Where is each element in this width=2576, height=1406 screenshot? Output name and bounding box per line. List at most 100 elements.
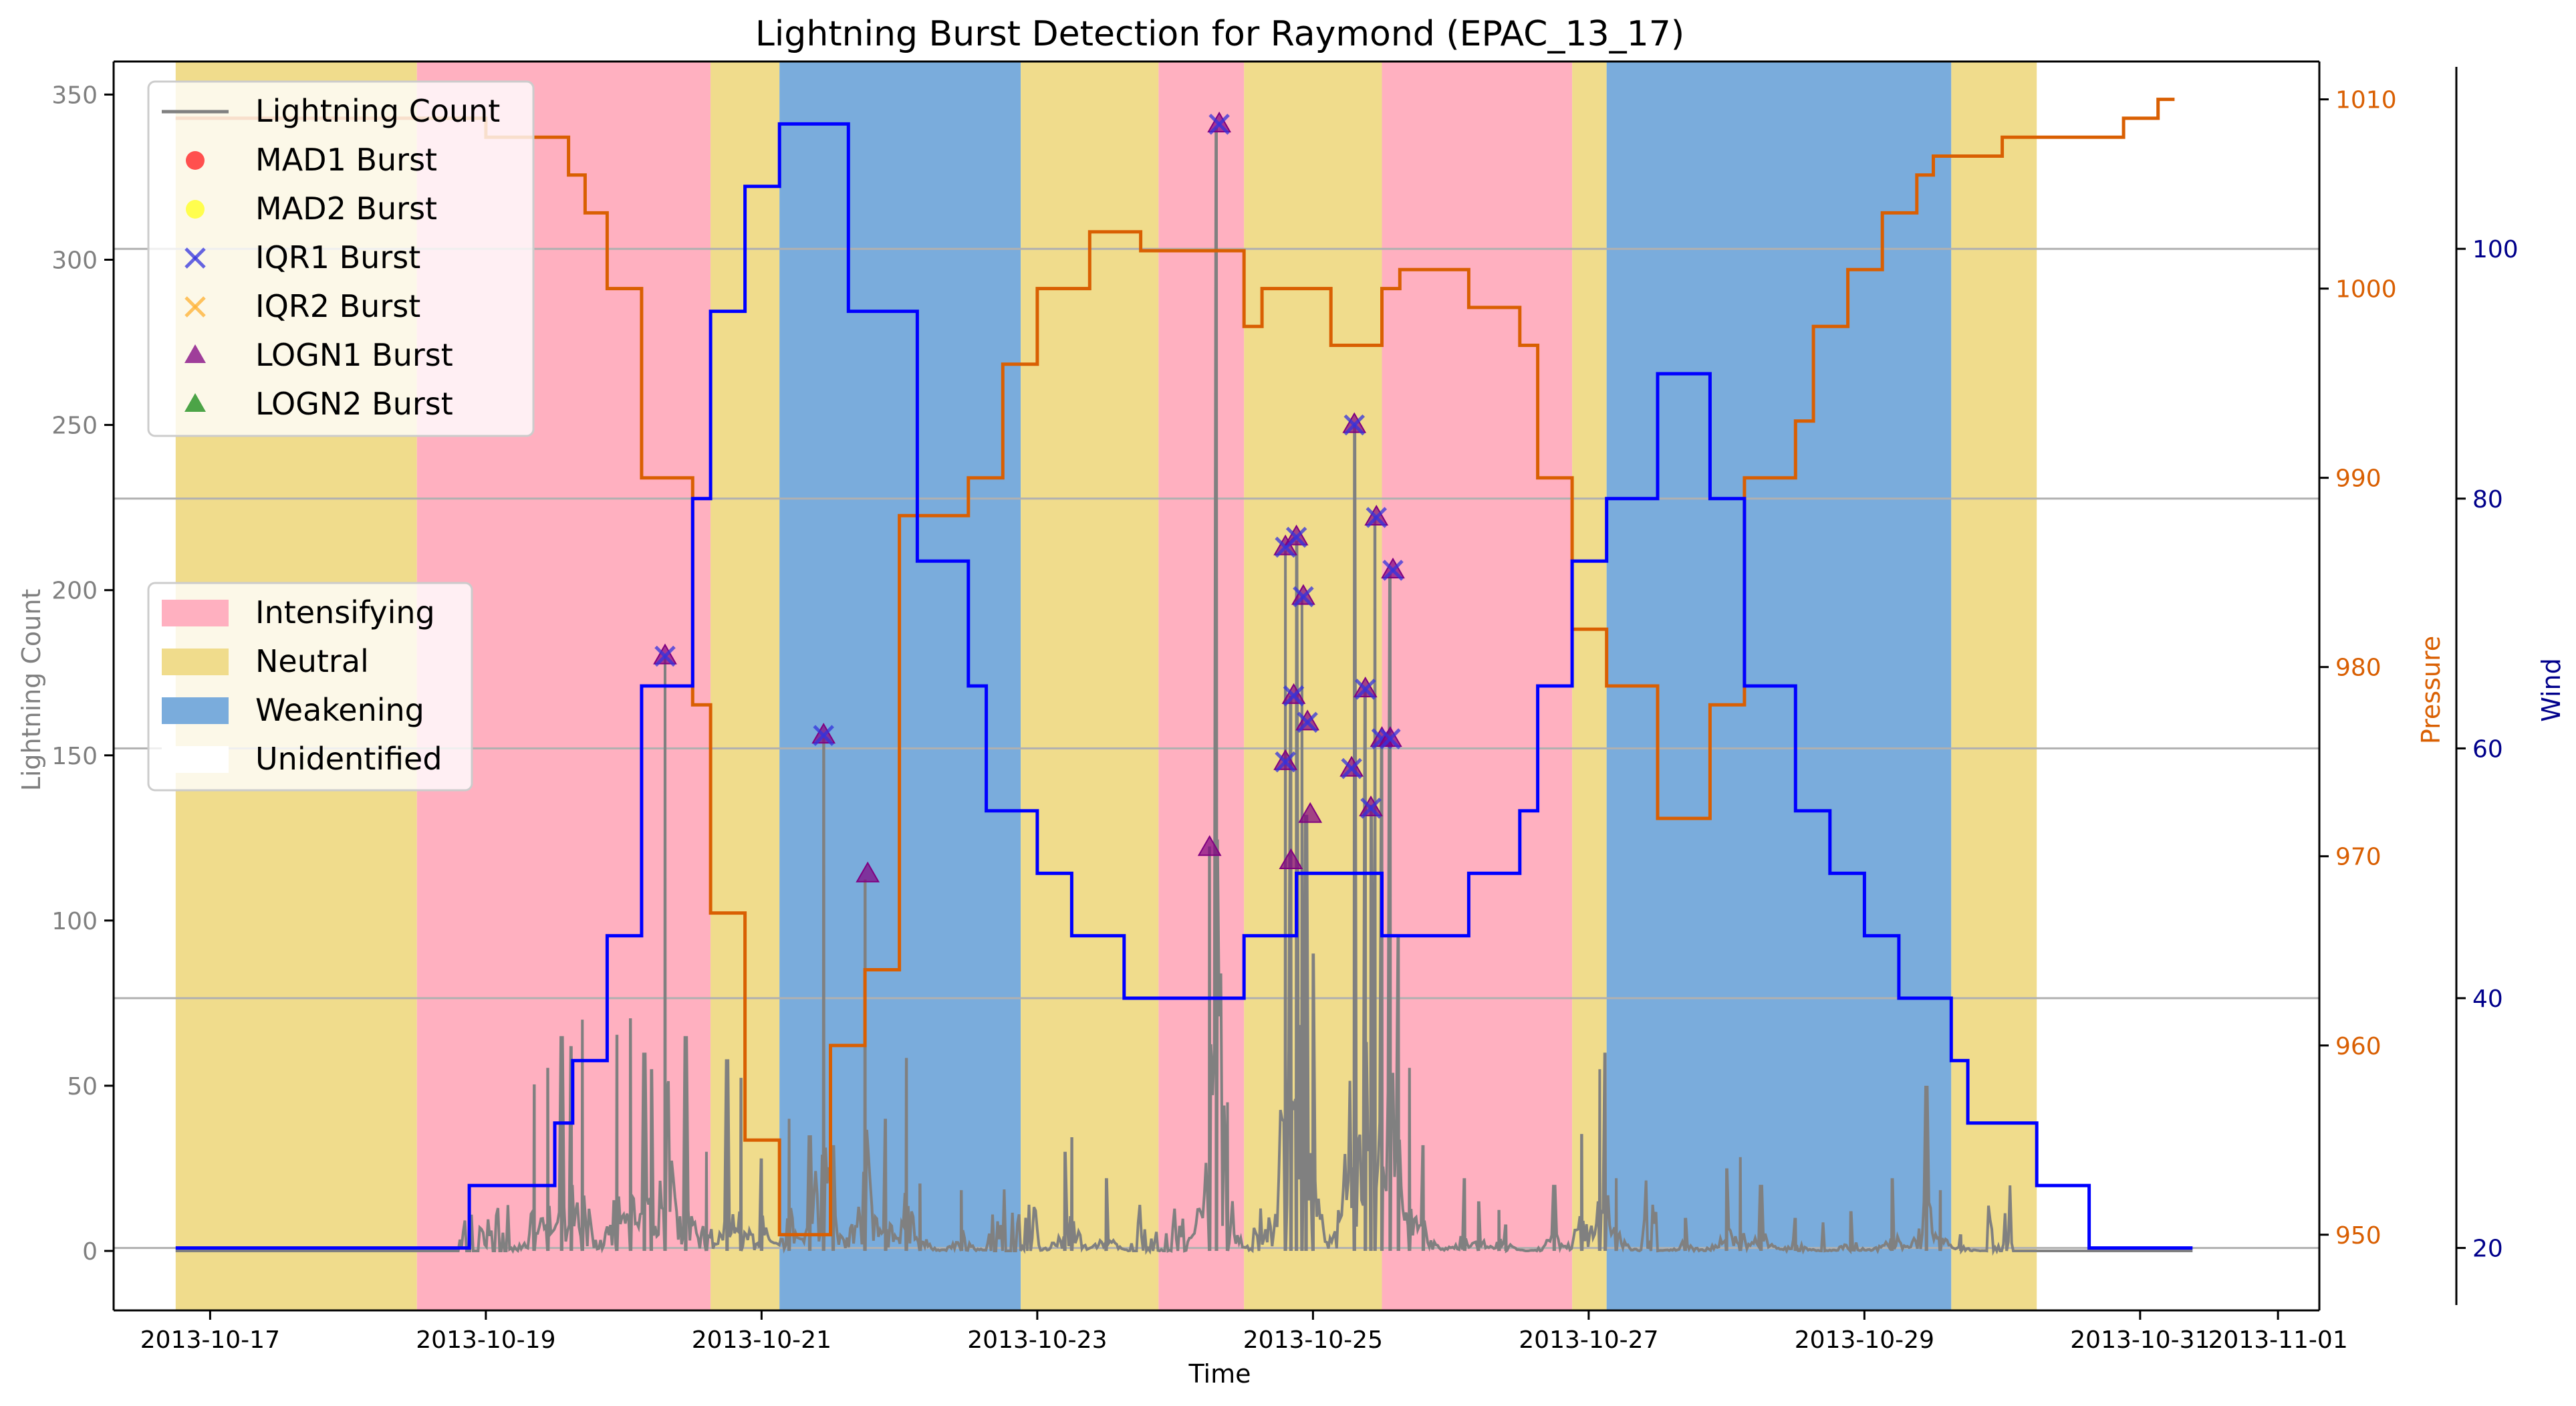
wind-line [175, 122, 2193, 1250]
iqr1-burst-marker [1208, 114, 1230, 135]
series-legend-label: LOGN2 Burst [255, 386, 453, 422]
chart-title: Lightning Burst Detection for Raymond (E… [755, 14, 1684, 54]
pressure-series [175, 98, 2175, 1237]
left-tick-label: 250 [51, 413, 98, 440]
iqr1-burst-marker [1380, 728, 1401, 749]
legend-dot-marker [186, 151, 205, 170]
phase-legend-label: Weakening [255, 692, 424, 728]
x-tick-label: 2013-10-29 [1795, 1326, 1934, 1354]
iqr1-burst-marker-stroke-b [1380, 728, 1401, 749]
pressure-tick-label: 950 [2335, 1222, 2381, 1250]
left-axis-label: Lightning Count [17, 589, 46, 792]
phase-legend-box [147, 582, 473, 792]
x-axis-label: Time [1188, 1359, 1251, 1389]
phase-legend-swatch [162, 600, 229, 626]
iqr1-burst-marker-stroke-b [1382, 560, 1404, 581]
iqr1-burst-marker [1343, 414, 1366, 436]
iqr1-burst-marker [1382, 560, 1404, 581]
pressure-tick-label: 960 [2335, 1033, 2381, 1060]
x-tick-label: 2013-10-31 [2070, 1326, 2210, 1354]
wind-axis-label: Wind [2537, 658, 2566, 722]
iqr1-burst-marker-stroke-b [654, 645, 676, 667]
left-tick-label: 300 [51, 247, 98, 275]
iqr1-burst-marker-stroke-b [1343, 414, 1366, 436]
lightning-count-line [175, 127, 2193, 1256]
pressure-tick-label: 1010 [2335, 87, 2397, 114]
iqr1-burst-marker [1341, 757, 1362, 780]
iqr1-burst-marker-stroke-b [1285, 526, 1307, 548]
left-tick-label: 100 [51, 908, 98, 935]
phase-legend-swatch [162, 649, 229, 675]
logn1-burst-marker [1279, 848, 1303, 869]
axes: 2013-10-17 2013-10-19 2013-10-21 2013-10-23… [51, 60, 2519, 1354]
pressure-axis-label: Pressure [2416, 636, 2446, 744]
iqr1-burst-marker-stroke-b [1293, 586, 1314, 608]
iqr1-burst-marker [654, 645, 676, 667]
series-legend: Lightning Count MAD1 Burst MAD2 Burst IQR1 … [147, 80, 535, 437]
iqr1-burst-marker-stroke-b [1354, 679, 1376, 700]
phase-band-neutral [1951, 62, 2037, 1310]
phase-legend-label: Neutral [255, 643, 369, 679]
series-legend-label: LOGN1 Burst [255, 337, 453, 373]
iqr1-burst-marker [1354, 679, 1376, 700]
phase-legend-label: Unidentified [255, 741, 442, 777]
legend-x-marker-stroke-b [184, 296, 206, 318]
legend-x-marker-stroke-b [184, 247, 206, 269]
x-tick-label: 2013-10-27 [1519, 1326, 1658, 1354]
legend-dot-marker [186, 200, 205, 219]
iqr1-burst-marker [1297, 711, 1318, 733]
legend-triangle-marker [184, 393, 206, 412]
burst-markers [653, 111, 1405, 883]
lightning-series [175, 127, 2193, 1256]
legend-x-marker [184, 247, 206, 269]
iqr1-burst-marker [813, 725, 834, 746]
pressure-tick-label: 990 [2335, 465, 2381, 493]
iqr1-burst-marker [1293, 586, 1314, 608]
logn1-burst-marker [1197, 835, 1222, 856]
left-tick-label: 0 [82, 1238, 98, 1266]
wind-tick-label: 20 [2472, 1236, 2503, 1263]
phase-legend-swatch [162, 746, 229, 773]
iqr1-burst-marker [1366, 507, 1388, 528]
iqr1-burst-marker-stroke-b [1283, 685, 1305, 707]
phase-band-intensifying [1158, 62, 1245, 1310]
pressure-line [175, 98, 2175, 1237]
iqr1-burst-marker [1275, 751, 1296, 773]
pressure-tick-label: 970 [2335, 844, 2381, 871]
series-legend-label: MAD1 Burst [255, 142, 437, 178]
series-legend-label: IQR1 Burst [255, 239, 420, 275]
x-tick-label: 2013-10-23 [967, 1326, 1107, 1354]
left-tick-label: 50 [67, 1073, 98, 1100]
wind-tick-label: 40 [2472, 985, 2503, 1013]
series-legend-label: IQR2 Burst [255, 288, 420, 324]
iqr1-burst-marker-stroke-b [1366, 507, 1388, 528]
logn1-burst-marker [1298, 802, 1323, 823]
iqr1-burst-marker-stroke-b [1297, 711, 1318, 733]
wind-tick-label: 100 [2472, 236, 2519, 263]
left-tick-label: 350 [51, 82, 98, 109]
left-tick-label: 150 [51, 743, 98, 770]
iqr1-burst-marker-stroke-b [1360, 798, 1382, 819]
wind-tick-label: 60 [2472, 735, 2503, 763]
wind-tick-label: 80 [2472, 486, 2503, 513]
iqr1-burst-marker-stroke-b [1341, 757, 1362, 780]
phase-legend-swatch [162, 697, 229, 724]
iqr1-burst-marker [1283, 685, 1305, 707]
pressure-tick-label: 980 [2335, 655, 2381, 682]
wind-series [175, 122, 2193, 1250]
iqr1-burst-marker-stroke-b [813, 725, 834, 746]
phase-legend: Intensifying Neutral Weakening Unidentified [147, 582, 473, 792]
legend-triangle-marker [184, 344, 206, 363]
iqr1-burst-marker-stroke-b [1275, 751, 1296, 773]
phase-legend-label: Intensifying [255, 594, 435, 630]
series-legend-box [147, 80, 535, 437]
x-tick-label: 2013-10-21 [692, 1326, 831, 1354]
legend-x-marker [184, 296, 206, 318]
x-tick-label: 2013-11-01 [2208, 1326, 2348, 1354]
x-tick-label: 2013-10-17 [140, 1326, 280, 1354]
series-legend-label: MAD2 Burst [255, 191, 437, 227]
pressure-tick-label: 1000 [2335, 276, 2397, 304]
series-legend-label: Lightning Count [255, 93, 500, 129]
x-tick-label: 2013-10-25 [1243, 1326, 1383, 1354]
